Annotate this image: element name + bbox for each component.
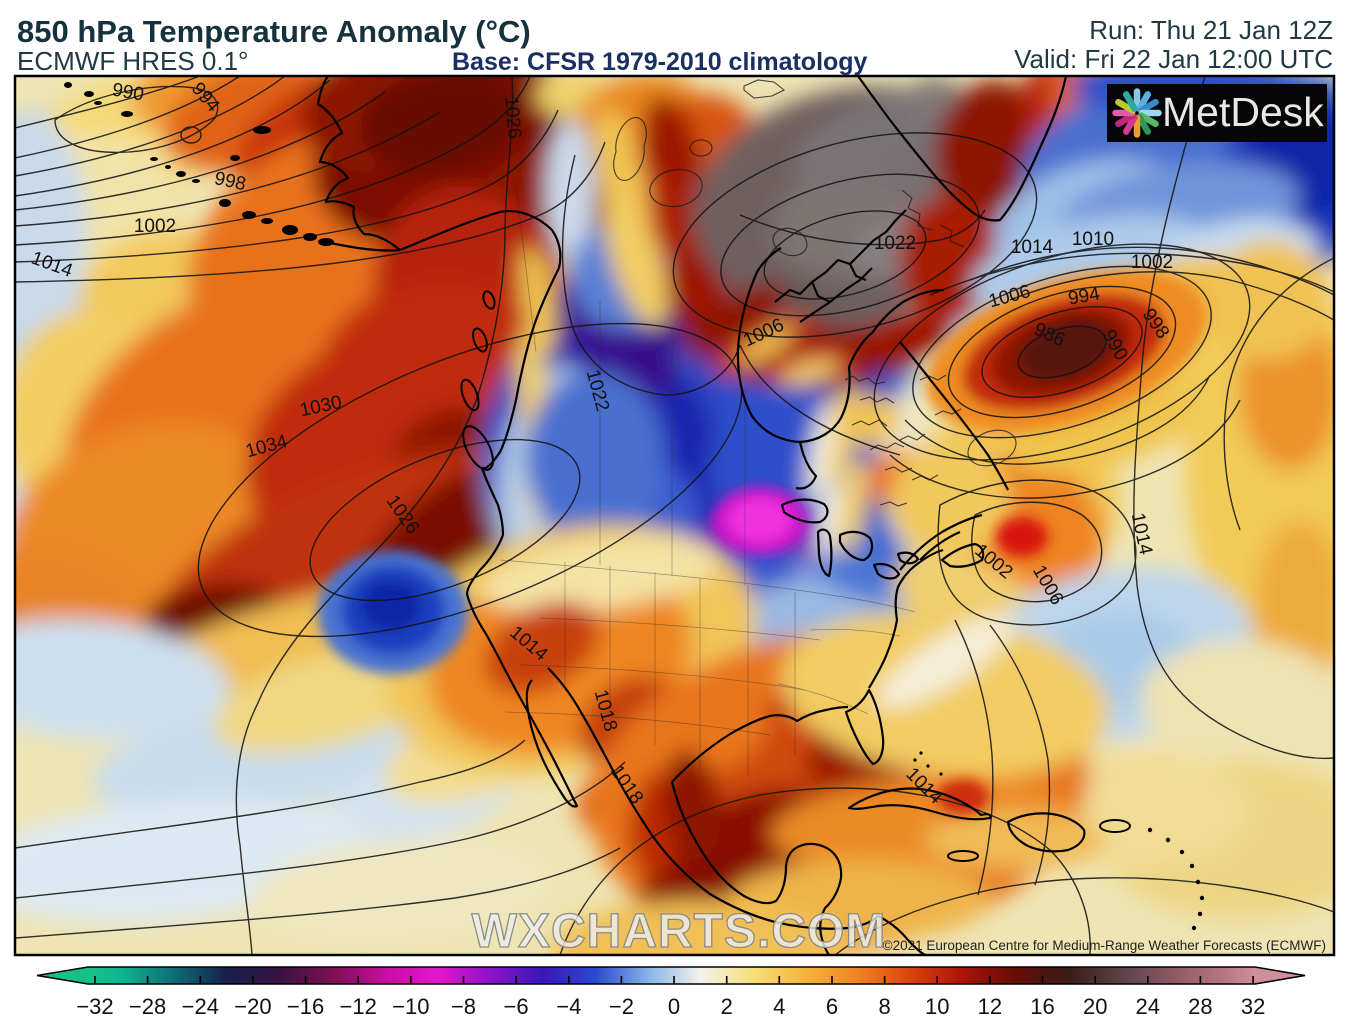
svg-text:1026: 1026 <box>500 96 525 140</box>
svg-text:1010: 1010 <box>1072 229 1114 250</box>
svg-text:WXCHARTS.COM: WXCHARTS.COM <box>472 905 887 958</box>
svg-text:12: 12 <box>978 994 1002 1019</box>
svg-text:−4: −4 <box>556 994 581 1019</box>
svg-text:24: 24 <box>1136 994 1160 1019</box>
svg-text:2: 2 <box>721 994 733 1019</box>
svg-text:−2: −2 <box>609 994 634 1019</box>
svg-text:1014: 1014 <box>1011 237 1054 258</box>
svg-text:−6: −6 <box>504 994 529 1019</box>
svg-text:32: 32 <box>1241 994 1265 1019</box>
svg-text:−10: −10 <box>392 994 429 1019</box>
svg-text:©2021 European Centre for Medi: ©2021 European Centre for Medium-Range W… <box>883 938 1326 953</box>
svg-text:1022: 1022 <box>874 233 916 254</box>
svg-text:−20: −20 <box>234 994 271 1019</box>
svg-text:4: 4 <box>773 994 785 1019</box>
svg-text:1002: 1002 <box>134 216 176 237</box>
svg-text:−28: −28 <box>129 994 166 1019</box>
svg-text:−24: −24 <box>182 994 219 1019</box>
svg-text:−8: −8 <box>451 994 476 1019</box>
svg-text:−32: −32 <box>76 994 113 1019</box>
svg-text:16: 16 <box>1030 994 1054 1019</box>
svg-text:0: 0 <box>668 994 680 1019</box>
svg-text:6: 6 <box>826 994 838 1019</box>
svg-text:−12: −12 <box>340 994 377 1019</box>
svg-text:1002: 1002 <box>1131 252 1173 273</box>
svg-text:28: 28 <box>1188 994 1212 1019</box>
svg-text:MetDesk: MetDesk <box>1162 89 1324 135</box>
svg-text:10: 10 <box>925 994 949 1019</box>
svg-text:20: 20 <box>1083 994 1107 1019</box>
svg-text:−16: −16 <box>287 994 324 1019</box>
svg-text:8: 8 <box>878 994 890 1019</box>
